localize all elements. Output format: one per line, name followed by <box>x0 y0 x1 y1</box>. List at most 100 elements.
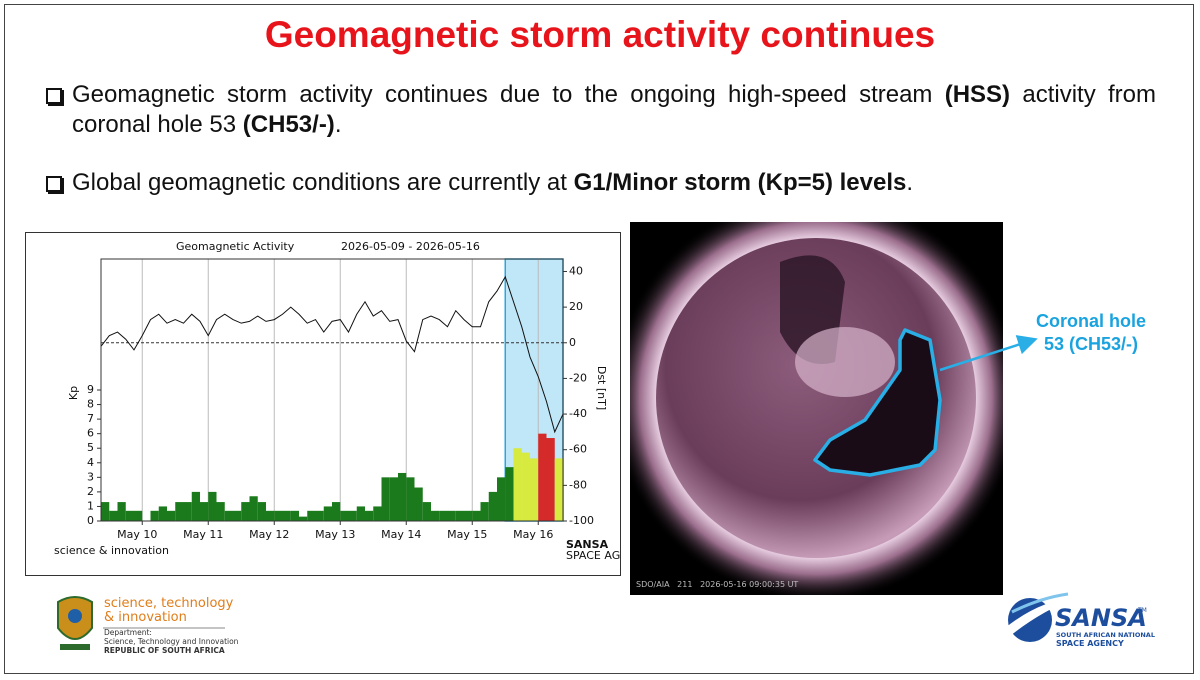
bullet: Global geomagnetic conditions are curren… <box>44 168 1156 198</box>
kp-bar <box>554 458 563 521</box>
kp-bar <box>208 491 217 521</box>
bullet-text: G1/Minor storm (Kp=5) levels <box>573 169 907 196</box>
y-tick-label: 7 <box>87 412 94 425</box>
y2-tick-label: -60 <box>569 443 587 456</box>
x-tick-label: May 12 <box>249 528 289 541</box>
y2-tick-label: -80 <box>569 478 587 491</box>
kp-bar <box>282 510 291 521</box>
bullet-text: . <box>906 169 914 196</box>
active-region <box>795 327 895 397</box>
kp-bar <box>167 510 176 521</box>
bullet-text: activity from coronal hole 53 <box>72 81 1156 138</box>
y-tick-label: 0 <box>87 514 94 527</box>
x-tick-label: May 15 <box>447 528 487 541</box>
kp-bar <box>134 510 143 521</box>
y-tick-label: 3 <box>87 470 94 483</box>
image-caption: SDO/AIA 211 2026-05-16 09:00:35 UT <box>636 580 798 589</box>
kp-bar <box>422 502 431 521</box>
chart-logo: SPACE AGENCY <box>566 549 620 562</box>
sun-image: SDO/AIA 211 2026-05-16 09:00:35 UT <box>611 193 1021 603</box>
kp-bar <box>233 510 242 521</box>
kp-bar <box>431 510 440 521</box>
kp-bar <box>505 467 514 521</box>
y2-tick-label: -20 <box>569 371 587 384</box>
kp-bar <box>488 491 497 521</box>
chart-logo: SANSA <box>566 538 609 551</box>
kp-bar <box>175 502 184 521</box>
kp-bar <box>109 510 118 521</box>
kp-bar <box>439 510 448 521</box>
kp-bar <box>224 510 233 521</box>
bullet-text: Geomagnetic storm activity continues due… <box>72 81 945 108</box>
y-tick-label: 4 <box>87 456 94 469</box>
kp-bar <box>200 502 209 521</box>
chart-title: Geomagnetic Activity <box>176 240 295 253</box>
bullet-text: . <box>334 111 342 138</box>
kp-bar <box>290 510 299 521</box>
x-tick-label: May 13 <box>315 528 355 541</box>
chart-panel: May 10 May 11 May 12 May 13 May 14 May 15 May … <box>25 232 650 576</box>
kp-bar <box>414 487 423 521</box>
kp-bar <box>125 510 134 521</box>
y2-tick-label: -100 <box>569 514 594 527</box>
y2-tick-label: 0 <box>569 336 576 349</box>
solar-disk <box>656 238 976 558</box>
x-tick-label: May 11 <box>183 528 223 541</box>
kp-bar <box>398 472 407 521</box>
chart: May 10 May 11 May 12 May 13 May 14 May 15 May … <box>54 240 650 562</box>
kp-bar <box>546 438 555 521</box>
bullet: Geomagnetic storm activity continues due… <box>44 80 1156 140</box>
kp-bar <box>216 502 225 521</box>
kp-bar <box>241 502 250 521</box>
y-axis-label: Kp <box>67 386 80 400</box>
kp-bar <box>299 516 308 521</box>
slide-title: Geomagnetic storm activity continues <box>264 14 936 55</box>
kp-bar <box>117 502 126 521</box>
kp-bar <box>307 510 316 521</box>
y-tick-label: 6 <box>87 427 94 440</box>
y-tick-label: 5 <box>87 441 94 454</box>
kp-bar <box>315 510 324 521</box>
y2-tick-label: -40 <box>569 407 587 420</box>
kp-bar <box>356 506 365 521</box>
kp-bar <box>538 433 547 521</box>
kp-bar <box>183 502 192 521</box>
kp-bar <box>530 458 539 521</box>
coronal-hole-outline <box>813 328 942 477</box>
chart-subtitle: 2026-05-09 - 2026-05-16 <box>341 240 480 253</box>
y-tick-label: 9 <box>87 383 94 396</box>
chart-logo: science & innovation <box>54 544 169 557</box>
y2-tick-label: 20 <box>569 300 583 313</box>
kp-bar <box>101 502 110 521</box>
kp-bar <box>447 510 456 521</box>
kp-bar <box>150 510 159 521</box>
kp-bar <box>348 510 357 521</box>
kp-bar <box>249 496 258 521</box>
kp-bar <box>464 510 473 521</box>
kp-bar <box>497 477 506 521</box>
kp-bar <box>266 510 275 521</box>
kp-bar <box>274 510 283 521</box>
y-tick-label: 2 <box>87 485 94 498</box>
kp-bar <box>158 506 167 521</box>
kp-bar <box>513 448 522 521</box>
bullet-text: Global geomagnetic conditions are curren… <box>72 169 574 196</box>
annotation: Coronal hole 53 (CH53/-) <box>1035 311 1146 354</box>
y2-tick-label: 40 <box>569 264 583 277</box>
x-tick-label: May 16 <box>513 528 553 541</box>
kp-bar <box>389 477 398 521</box>
sun-svg: SDO/AIA 211 2026-05-16 09:00:35 UT <box>611 193 1021 603</box>
slide <box>4 4 1194 674</box>
y2-axis-label: Dst [nT] <box>595 366 608 410</box>
kp-bar <box>191 491 200 521</box>
kp-bar <box>521 452 530 521</box>
x-tick-label: May 14 <box>381 528 421 541</box>
kp-bar <box>455 510 464 521</box>
kp-bar <box>381 477 390 521</box>
y-tick-label: 8 <box>87 398 94 411</box>
x-tick-label: May 10 <box>117 528 157 541</box>
kp-bar <box>365 510 374 521</box>
y-tick-label: 1 <box>87 499 94 512</box>
bullet-text: (CH53/-) <box>242 111 335 138</box>
kp-bar <box>257 502 266 521</box>
